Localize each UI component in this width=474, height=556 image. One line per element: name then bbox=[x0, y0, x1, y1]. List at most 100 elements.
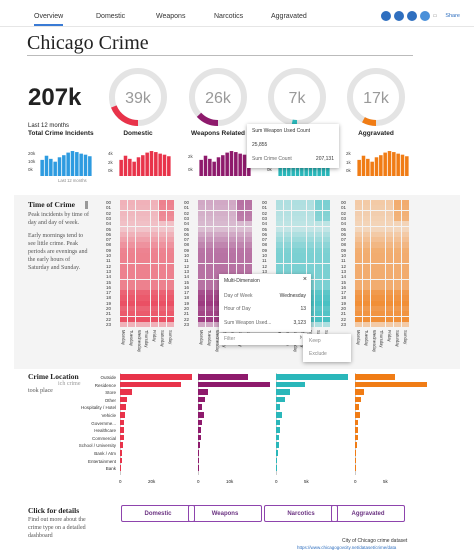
heatmap-cell[interactable] bbox=[159, 279, 166, 285]
heatmap-cell[interactable] bbox=[370, 205, 378, 211]
heatmap-cell[interactable] bbox=[159, 210, 166, 216]
heatmap-cell[interactable] bbox=[355, 205, 362, 211]
heatmap-cell[interactable] bbox=[143, 253, 151, 259]
heatmap-cell[interactable] bbox=[370, 231, 378, 237]
spark-bar[interactable] bbox=[400, 154, 405, 176]
heatmap-cell[interactable] bbox=[315, 247, 322, 253]
heatmap-cell[interactable] bbox=[213, 316, 221, 322]
heatmap-cell[interactable] bbox=[283, 200, 291, 206]
heatmap-cell[interactable] bbox=[166, 263, 174, 269]
heatmap-cell[interactable] bbox=[120, 284, 127, 290]
location-bar[interactable] bbox=[198, 419, 202, 426]
heatmap-cell[interactable] bbox=[198, 321, 205, 328]
spark-bar[interactable] bbox=[141, 155, 145, 176]
heatmap-cell[interactable] bbox=[213, 215, 221, 222]
heatmap-cell[interactable] bbox=[299, 268, 307, 275]
heatmap-cell[interactable] bbox=[198, 316, 205, 322]
heatmap-cell[interactable] bbox=[120, 300, 127, 306]
heatmap-cell[interactable] bbox=[322, 258, 330, 264]
heatmap-cell[interactable] bbox=[394, 231, 401, 237]
location-bar[interactable] bbox=[276, 427, 280, 433]
heatmap-cell[interactable] bbox=[151, 237, 159, 243]
heatmap-cell[interactable] bbox=[386, 237, 394, 243]
heatmap-cell[interactable] bbox=[135, 200, 143, 206]
heatmap-cell[interactable] bbox=[159, 258, 166, 264]
location-bar[interactable] bbox=[276, 374, 348, 380]
heatmap-cell[interactable] bbox=[394, 321, 401, 328]
spark-bar[interactable] bbox=[88, 156, 92, 176]
heatmap-cell[interactable] bbox=[198, 290, 205, 296]
heatmap-cell[interactable] bbox=[205, 268, 213, 275]
heatmap-cell[interactable] bbox=[205, 300, 213, 306]
heatmap-cell[interactable] bbox=[159, 263, 166, 269]
location-bar[interactable] bbox=[198, 389, 209, 395]
location-bar[interactable] bbox=[120, 434, 124, 441]
heatmap-cell[interactable] bbox=[355, 253, 362, 259]
spark-bar[interactable] bbox=[162, 154, 167, 176]
heatmap-cell[interactable] bbox=[127, 242, 135, 248]
heatmap-cell[interactable] bbox=[127, 311, 135, 317]
heatmap-cell[interactable] bbox=[127, 306, 135, 312]
heatmap-cell[interactable] bbox=[213, 231, 221, 237]
heatmap-cell[interactable] bbox=[198, 210, 205, 216]
heatmap-cell[interactable] bbox=[401, 279, 409, 285]
heatmap-cell[interactable] bbox=[322, 247, 330, 253]
heatmap-cell[interactable] bbox=[370, 311, 378, 317]
heatmap-cell[interactable] bbox=[370, 284, 378, 290]
heatmap-cell[interactable] bbox=[362, 253, 370, 259]
heatmap-cell[interactable] bbox=[244, 200, 252, 206]
heatmap-cell[interactable] bbox=[127, 268, 135, 275]
heatmap-cell[interactable] bbox=[237, 263, 244, 269]
spark-bar[interactable] bbox=[75, 152, 79, 176]
heatmap-cell[interactable] bbox=[394, 210, 401, 216]
spark-bar[interactable] bbox=[49, 158, 53, 176]
spark-bar[interactable] bbox=[145, 152, 149, 176]
heatmap-cell[interactable] bbox=[283, 268, 291, 275]
heatmap-cell[interactable] bbox=[120, 295, 127, 301]
heatmap-cell[interactable] bbox=[127, 284, 135, 290]
spark-bar[interactable] bbox=[167, 156, 171, 176]
spark-bar[interactable] bbox=[357, 159, 361, 176]
heatmap-cell[interactable] bbox=[370, 210, 378, 216]
heatmap-cell[interactable] bbox=[370, 295, 378, 301]
heatmap-cell[interactable] bbox=[244, 247, 252, 253]
heatmap-cell[interactable] bbox=[198, 247, 205, 253]
heatmap-cell[interactable] bbox=[307, 247, 315, 253]
aggravated-button[interactable]: Aggravated bbox=[331, 505, 405, 522]
heatmap-cell[interactable] bbox=[166, 247, 174, 253]
heatmap-cell[interactable] bbox=[401, 274, 409, 280]
heatmap-cell[interactable] bbox=[362, 210, 370, 216]
location-bar[interactable] bbox=[276, 381, 305, 388]
heatmap-cell[interactable] bbox=[213, 253, 221, 259]
location-bar[interactable] bbox=[120, 374, 192, 380]
heatmap-cell[interactable] bbox=[151, 253, 159, 259]
heatmap-cell[interactable] bbox=[135, 295, 143, 301]
heatmap-cell[interactable] bbox=[291, 200, 299, 206]
heatmap-cell[interactable] bbox=[362, 284, 370, 290]
heatmap-cell[interactable] bbox=[401, 295, 409, 301]
heatmap-cell[interactable] bbox=[166, 253, 174, 259]
heatmap-cell[interactable] bbox=[401, 321, 409, 328]
location-bar[interactable] bbox=[198, 442, 201, 448]
heatmap-cell[interactable] bbox=[322, 316, 330, 322]
heatmap-cell[interactable] bbox=[394, 263, 401, 269]
heatmap-cell[interactable] bbox=[291, 258, 299, 264]
heatmap-cell[interactable] bbox=[229, 258, 237, 264]
heatmap-cell[interactable] bbox=[213, 290, 221, 296]
location-bar[interactable] bbox=[276, 396, 285, 403]
heatmap-cell[interactable] bbox=[386, 321, 394, 328]
heatmap-cell[interactable] bbox=[401, 237, 409, 243]
heatmap-cell[interactable] bbox=[283, 226, 291, 232]
heatmap-cell[interactable] bbox=[221, 268, 229, 275]
heatmap-cell[interactable] bbox=[120, 226, 127, 232]
heatmap-cell[interactable] bbox=[213, 200, 221, 206]
heatmap-cell[interactable] bbox=[198, 279, 205, 285]
heatmap-cell[interactable] bbox=[143, 247, 151, 253]
spark-bar[interactable] bbox=[70, 151, 75, 176]
heatmap-cell[interactable] bbox=[386, 284, 394, 290]
heatmap-cell[interactable] bbox=[322, 311, 330, 317]
heatmap-cell[interactable] bbox=[307, 221, 315, 227]
heatmap-cell[interactable] bbox=[307, 200, 315, 206]
heatmap-cell[interactable] bbox=[394, 274, 401, 280]
heatmap-cell[interactable] bbox=[198, 258, 205, 264]
